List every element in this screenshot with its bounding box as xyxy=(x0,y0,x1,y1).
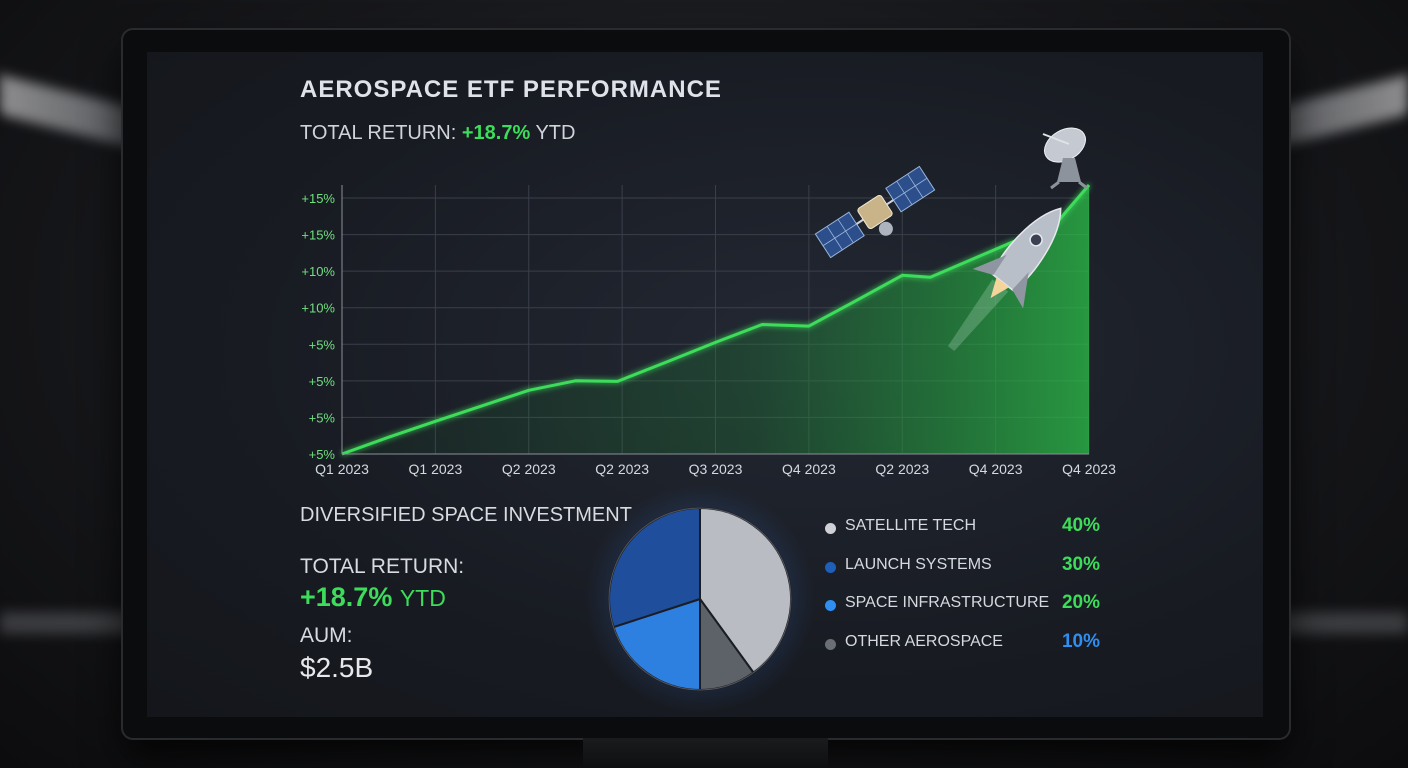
x-tick-label: Q4 2023 xyxy=(1062,461,1116,477)
legend-value: 30% xyxy=(1061,553,1100,575)
y-tick-label: +15% xyxy=(301,228,335,243)
satellite-dish-icon xyxy=(1042,127,1088,190)
y-tick-label: +5% xyxy=(309,410,336,425)
legend-label: LAUNCH SYSTEMS xyxy=(845,555,992,573)
legend-item-satellite-tech: SATELLITE TECH 40% xyxy=(825,515,1100,556)
legend-label: SATELLITE TECH xyxy=(845,517,976,534)
series-line xyxy=(341,184,1091,456)
wall-light-right xyxy=(1268,74,1408,150)
chart-y-ticks: +15% +15% +10% +10% +5% +5% +5% +5% xyxy=(301,191,335,462)
wall-reflection-right xyxy=(1273,612,1408,634)
x-tick-label: Q2 2023 xyxy=(502,461,556,477)
wall-light-left xyxy=(0,74,140,150)
chart-axes xyxy=(341,185,1089,455)
y-tick-label: +15% xyxy=(301,191,335,206)
legend-value: 10% xyxy=(1061,630,1100,652)
series-area-fill xyxy=(342,185,1089,454)
allocation-pie-chart xyxy=(585,484,815,714)
legend-label: SPACE INFRASTRUCTURE xyxy=(845,594,1050,611)
monitor-stand xyxy=(583,738,828,768)
y-tick-label: +5% xyxy=(309,337,336,352)
legend-dot xyxy=(825,638,836,650)
page-title: AEROSPACE ETF PERFORMANCE xyxy=(300,76,722,103)
x-tick-label: Q3 2023 xyxy=(689,461,743,477)
total-return-suffix: YTD xyxy=(535,122,576,144)
pie-slice xyxy=(612,597,701,692)
allocation-total-return-suffix: YTD xyxy=(399,585,446,611)
allocation-total-return-label: TOTAL RETURN: xyxy=(300,555,465,578)
allocation-legend: SATELLITE TECH 40% LAUNCH SYSTEMS 30% SP… xyxy=(825,515,1100,672)
chart-x-ticks: Q1 2023 Q1 2023 Q2 2023 Q2 2023 Q3 2023 Q4 20… xyxy=(315,461,1116,477)
legend-dot xyxy=(825,523,836,534)
y-tick-label: +5% xyxy=(309,447,336,462)
x-tick-label: Q2 2023 xyxy=(875,461,929,477)
legend-item-space-infrastructure: SPACE INFRASTRUCTURE 20% xyxy=(825,592,1100,633)
allocation-title: DIVERSIFIED SPACE INVESTMENT xyxy=(300,504,632,526)
pie-slice xyxy=(699,506,792,674)
performance-chart: +15%+15%+10%+10%+5%+5%+5%+5% Q1 2023 Q1 2… xyxy=(301,127,1116,714)
legend-item-other-aerospace: OTHER AEROSPACE 10% xyxy=(825,630,1100,672)
wall-reflection-left xyxy=(0,612,135,634)
chart-area xyxy=(341,184,1091,456)
x-tick-label: Q4 2023 xyxy=(969,461,1023,477)
y-tick-label: +5% xyxy=(309,374,336,389)
allocation-total-return-number: +18.7% xyxy=(300,582,393,612)
pie-slice xyxy=(608,506,701,629)
total-return-label: TOTAL RETURN: xyxy=(300,122,457,144)
total-return-value: +18.7% xyxy=(461,122,531,144)
allocation-total-return-value: +18.7% YTD xyxy=(300,582,446,613)
x-tick-label: Q2 2023 xyxy=(595,461,649,477)
aum-label: AUM: xyxy=(300,624,353,647)
legend-value: 20% xyxy=(1061,592,1100,613)
legend-dot xyxy=(825,600,836,611)
rocket-icon xyxy=(947,207,1062,352)
legend-label: OTHER AEROSPACE xyxy=(845,632,1003,650)
x-tick-label: Q4 2023 xyxy=(782,461,836,477)
dashboard-screen: AEROSPACE ETF PERFORMANCE TOTAL RETURN: … xyxy=(147,52,1263,717)
total-return-summary: TOTAL RETURN: +18.7% YTD xyxy=(300,122,575,145)
x-tick-label: Q1 2023 xyxy=(409,461,463,477)
x-tick-label: Q1 2023 xyxy=(315,461,369,477)
aum-value: $2.5B xyxy=(300,652,374,683)
legend-value: 40% xyxy=(1061,515,1100,536)
legend-dot xyxy=(825,561,836,573)
legend-item-launch-systems: LAUNCH SYSTEMS 30% xyxy=(825,553,1100,595)
y-tick-label: +10% xyxy=(301,301,335,316)
satellite-icon xyxy=(814,165,936,259)
y-tick-label: +10% xyxy=(301,264,335,279)
